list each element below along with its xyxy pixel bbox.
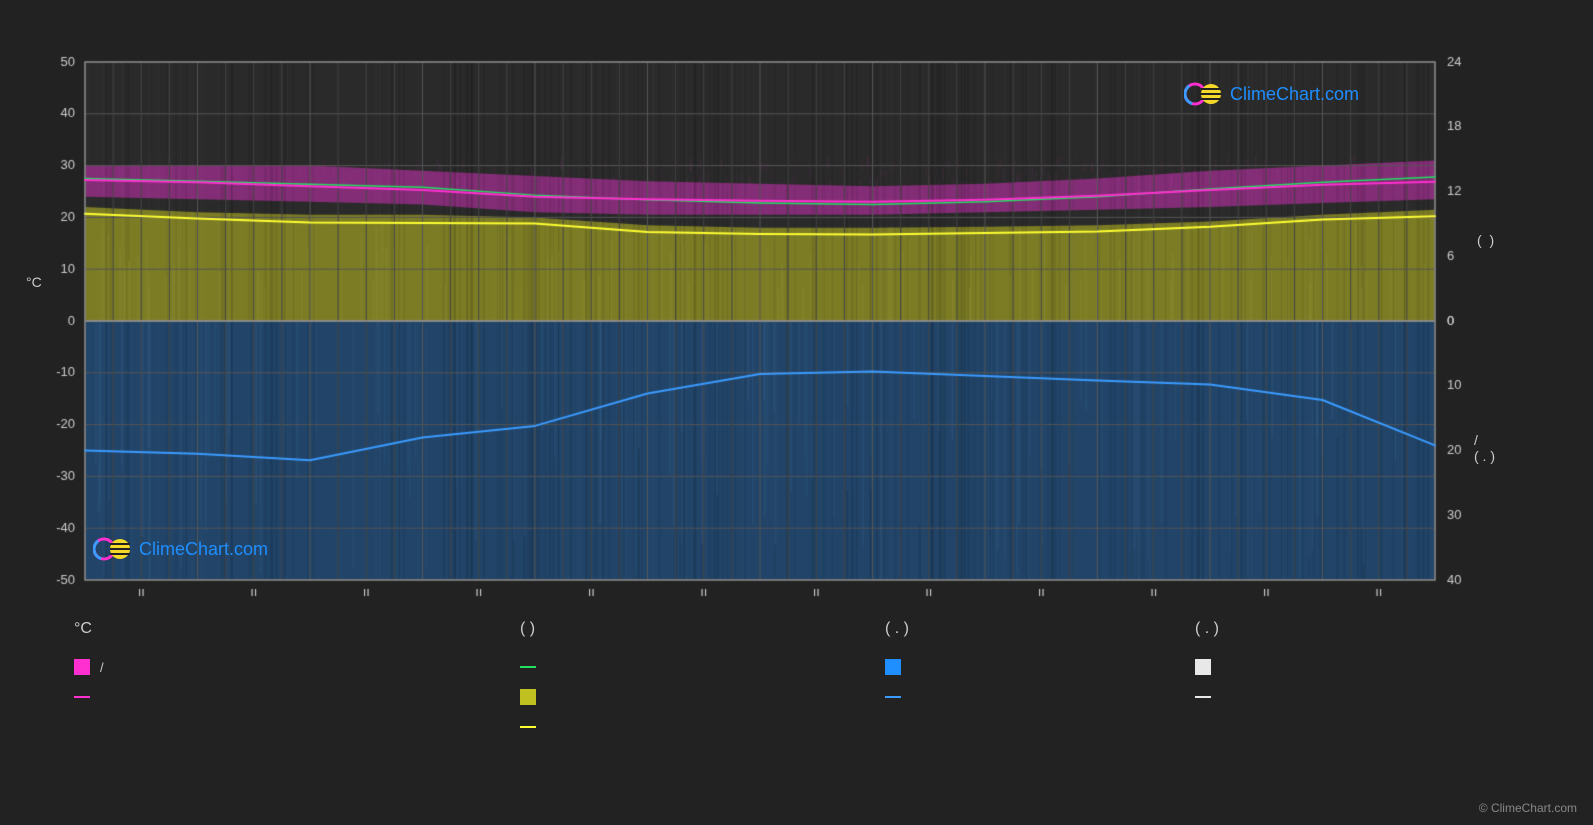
legend-swatch [885, 696, 901, 698]
legend-item [1195, 688, 1221, 706]
legend-item: / [74, 658, 104, 676]
legend-header: ( . ) [885, 620, 911, 640]
right-axis-unit-top: ( ) [1477, 232, 1494, 248]
legend-swatch [520, 666, 536, 668]
legend-swatch [1195, 696, 1211, 698]
legend-item [520, 688, 546, 706]
brand-logo: ClimeChart.com [1184, 80, 1359, 108]
legend-column: °C / [74, 620, 104, 706]
legend-column: ( ) [520, 620, 546, 736]
legend-column: ( . ) [885, 620, 911, 706]
legend-swatch [885, 659, 901, 675]
legend: °C / ( ) ( . ) ( . ) [0, 620, 1593, 780]
copyright-text: © ClimeChart.com [1479, 801, 1577, 815]
legend-swatch [520, 726, 536, 728]
legend-item [520, 718, 546, 736]
chart-stage: { "canvas": {"width":1593,"height":825},… [0, 0, 1593, 825]
legend-swatch [74, 659, 90, 675]
brand-name: ClimeChart.com [139, 539, 268, 560]
brand-name: ClimeChart.com [1230, 84, 1359, 105]
right-axis-unit-bottom: /( . ) [1474, 432, 1495, 464]
legend-header: ( . ) [1195, 620, 1221, 640]
legend-item [520, 658, 546, 676]
legend-swatch [74, 696, 90, 698]
legend-column: ( . ) [1195, 620, 1221, 706]
legend-swatch [1195, 659, 1211, 675]
legend-header: ( ) [520, 620, 546, 640]
legend-item [1195, 658, 1221, 676]
legend-swatch [520, 689, 536, 705]
legend-header: °C [74, 620, 104, 640]
legend-item [885, 658, 911, 676]
legend-label: / [100, 660, 104, 675]
left-axis-unit: °C [26, 274, 42, 290]
legend-item [885, 688, 911, 706]
legend-item [74, 688, 104, 706]
brand-logo: ClimeChart.com [93, 535, 268, 563]
